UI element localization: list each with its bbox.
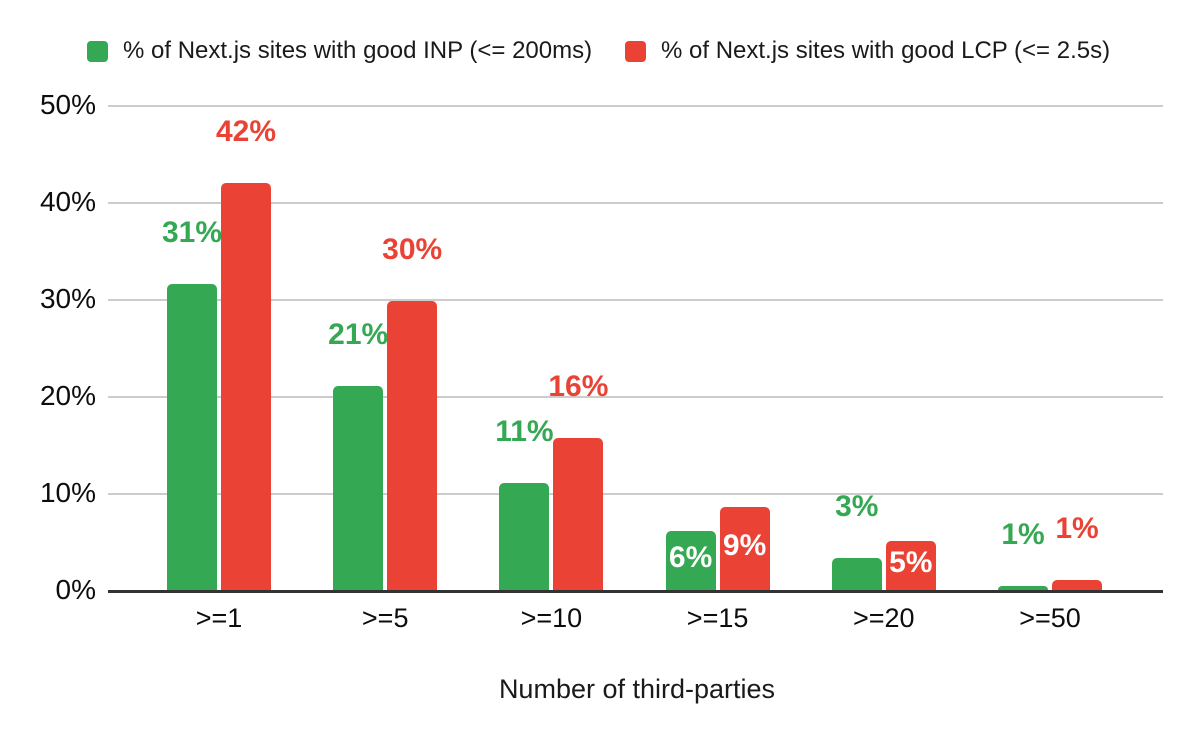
lcp-value-label: 42%: [215, 114, 277, 148]
gridline-40%: [108, 202, 1163, 204]
lcp-bar->=1: [221, 182, 271, 590]
lcp-legend-swatch-icon: [625, 40, 646, 62]
gridline-20%: [108, 396, 1163, 398]
y-axis-tick-label: 0%: [55, 574, 96, 605]
lcp-value-label: 30%: [382, 232, 443, 266]
inp-bar->=1: [167, 284, 217, 590]
y-axis-tick-label: 30%: [39, 283, 96, 314]
x-axis-category-label: >=5: [361, 603, 409, 633]
x-axis-category-label: >=1: [195, 603, 243, 633]
inp-value-label: 6%: [668, 541, 713, 575]
x-axis-category-label: >=15: [686, 603, 749, 633]
y-axis-tick-label: 50%: [39, 89, 96, 120]
lcp-bar->=50: [1052, 580, 1102, 590]
inp-value-label: 31%: [161, 216, 223, 250]
lcp-value-label: 5%: [889, 546, 933, 580]
lcp-bar->=20: [885, 540, 936, 590]
gridline-10%: [108, 493, 1163, 495]
inp-bar->=20: [831, 557, 882, 590]
inp-bar->=10: [499, 483, 550, 590]
x-axis-category-label: >=50: [1019, 603, 1081, 633]
x-axis-category-label: >=20: [853, 603, 915, 633]
inp-value-label: 3%: [835, 489, 879, 523]
x-axis-title: Number of third-parties: [498, 674, 776, 704]
inp-value-label: 21%: [328, 318, 389, 352]
inp-bar->=5: [333, 386, 384, 590]
y-axis-tick-label: 20%: [39, 380, 96, 411]
gridline-30%: [108, 299, 1163, 301]
lcp-legend-label: % of Next.js sites with good LCP (<= 2.5…: [661, 37, 1111, 64]
inp-value-label: 1%: [1001, 517, 1045, 551]
lcp-bar->=10: [553, 437, 604, 590]
lcp-value-label: 16%: [548, 369, 609, 403]
gridline-50%: [108, 105, 1163, 107]
y-axis-tick-label: 10%: [39, 477, 96, 508]
lcp-value-label: 1%: [1055, 512, 1099, 546]
inp-bar->=50: [998, 585, 1048, 590]
lcp-bar->=15: [719, 506, 770, 590]
inp-legend-swatch-icon: [87, 40, 108, 62]
inp-legend-label: % of Next.js sites with good INP (<= 200…: [123, 37, 593, 64]
x-axis-line: [108, 590, 1163, 593]
y-axis-tick-label: 40%: [39, 186, 96, 217]
inp-value-label: 11%: [495, 415, 554, 449]
x-axis-category-label: >=10: [520, 603, 583, 633]
lcp-bar->=5: [387, 300, 438, 590]
inp-bar->=15: [665, 530, 716, 590]
lcp-value-label: 9%: [722, 529, 767, 563]
legend-item-lcp: % of Next.js sites with good LCP (<= 2.5…: [625, 37, 1111, 64]
legend-item-inp: % of Next.js sites with good INP (<= 200…: [87, 37, 593, 64]
